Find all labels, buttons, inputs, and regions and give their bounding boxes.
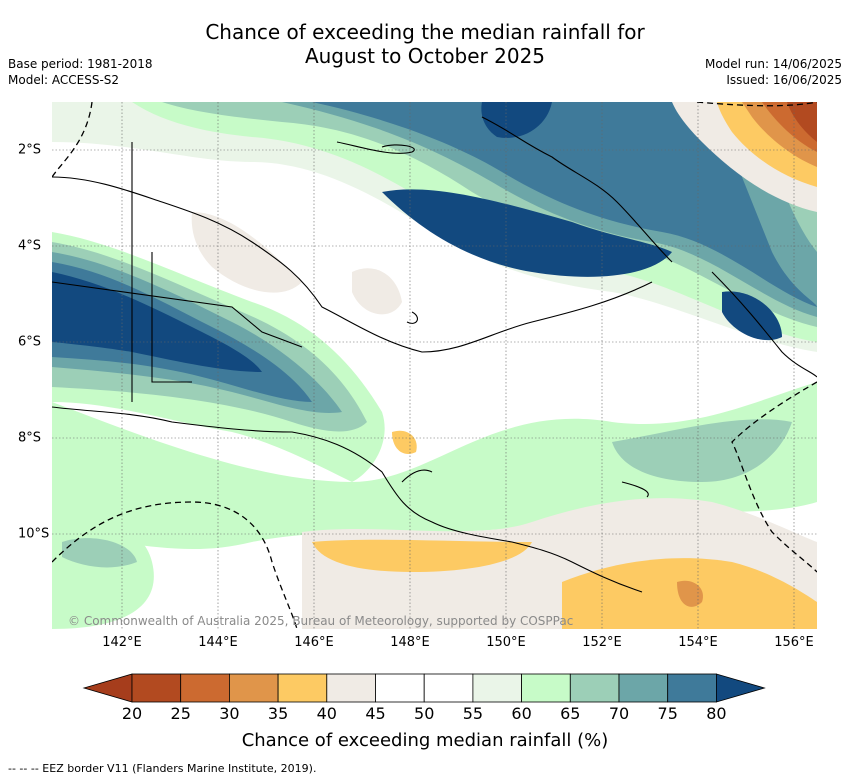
colorbar-cell <box>569 673 620 703</box>
colorbar-tick-label: 75 <box>657 704 678 723</box>
latitude-label: 4°S <box>18 238 42 254</box>
colorbar-cell <box>521 673 571 703</box>
probability-above-80-region-northeast <box>481 102 552 138</box>
base-period-label: Base period: 1981-2018 <box>8 57 153 71</box>
colorbar-tick-label: 45 <box>365 704 386 723</box>
colorbar-tick-label: 60 <box>511 704 532 723</box>
coastlines <box>52 116 817 593</box>
colorbar-cell <box>326 673 376 703</box>
copyright-notice: © Commonwealth of Australia 2025, Bureau… <box>68 614 574 628</box>
colorbar-cell <box>277 673 328 703</box>
map-title-line-2: August to October 2025 <box>304 44 546 68</box>
colorbar-cell <box>180 673 230 703</box>
graticule <box>52 102 817 629</box>
probability-above-80-region-north <box>382 189 672 277</box>
issued-label: Issued: 16/06/2025 <box>726 73 842 87</box>
longitude-label: 144°E <box>198 635 238 650</box>
colorbar-cell <box>423 673 474 703</box>
colorbar-tick-label: 80 <box>706 704 727 723</box>
eez-legend-note: -- -- -- EEZ border V11 (Flanders Marine… <box>8 762 317 775</box>
probability-above-80-region-mainland <box>52 272 262 372</box>
model-run-label: Model run: 14/06/2025 <box>704 57 842 71</box>
longitude-label: 152°E <box>582 635 622 650</box>
colorbar-cell <box>131 673 182 703</box>
colorbar-tick-label: 30 <box>219 704 240 723</box>
colorbar-cell <box>375 673 425 703</box>
colorbar-cell <box>228 673 279 703</box>
latitude-label: 10°S <box>18 526 50 542</box>
colorbar-tick-label: 35 <box>267 704 289 723</box>
colorbar-tick-label: 25 <box>170 704 191 723</box>
colorbar-low-extension <box>82 673 133 703</box>
colorbar-tick-label: 55 <box>462 704 484 723</box>
probability-65-70-region-south <box>612 419 792 482</box>
colorbar-tick-label: 50 <box>414 704 435 723</box>
eez-border <box>52 102 817 629</box>
longitude-label: 142°E <box>102 635 142 650</box>
longitude-label: 150°E <box>486 635 526 650</box>
probability-35-40-region-coast <box>392 430 417 454</box>
colorbar-tick-label: 20 <box>121 704 143 723</box>
colorbar <box>82 673 766 703</box>
probability-40-45-region-highlands <box>191 212 302 293</box>
longitude-label: 148°E <box>390 635 430 650</box>
probability-65-70-region-west <box>62 538 137 568</box>
probability-40-45-region-interior <box>352 268 402 315</box>
longitude-label: 154°E <box>678 635 718 650</box>
probability-30-35-region-southeast <box>677 580 703 607</box>
colorbar-high-extension <box>716 673 766 703</box>
colorbar-title: Chance of exceeding median rainfall (%) <box>241 730 609 751</box>
colorbar-cell <box>667 673 717 703</box>
probability-20-25-region-northeast <box>787 102 817 142</box>
map-title-line-1: Chance of exceeding the median rainfall … <box>205 20 645 44</box>
probability-35-40-region-southwest <box>312 539 532 572</box>
rainfall-map <box>52 102 817 629</box>
probability-75-80-region-north <box>312 102 817 307</box>
longitude-label: 156°E <box>774 635 814 650</box>
latitude-label: 8°S <box>18 430 42 446</box>
colorbar-tick-label: 70 <box>608 704 630 723</box>
longitude-label: 146°E <box>294 635 334 650</box>
latitude-label: 2°S <box>18 142 42 158</box>
latitude-label: 6°S <box>18 334 42 350</box>
colorbar-cell <box>472 673 522 703</box>
colorbar-cell <box>618 673 669 703</box>
colorbar-tick-label: 65 <box>560 704 581 723</box>
model-label: Model: ACCESS-S2 <box>8 73 120 87</box>
colorbar-tick-label: 40 <box>316 704 337 723</box>
